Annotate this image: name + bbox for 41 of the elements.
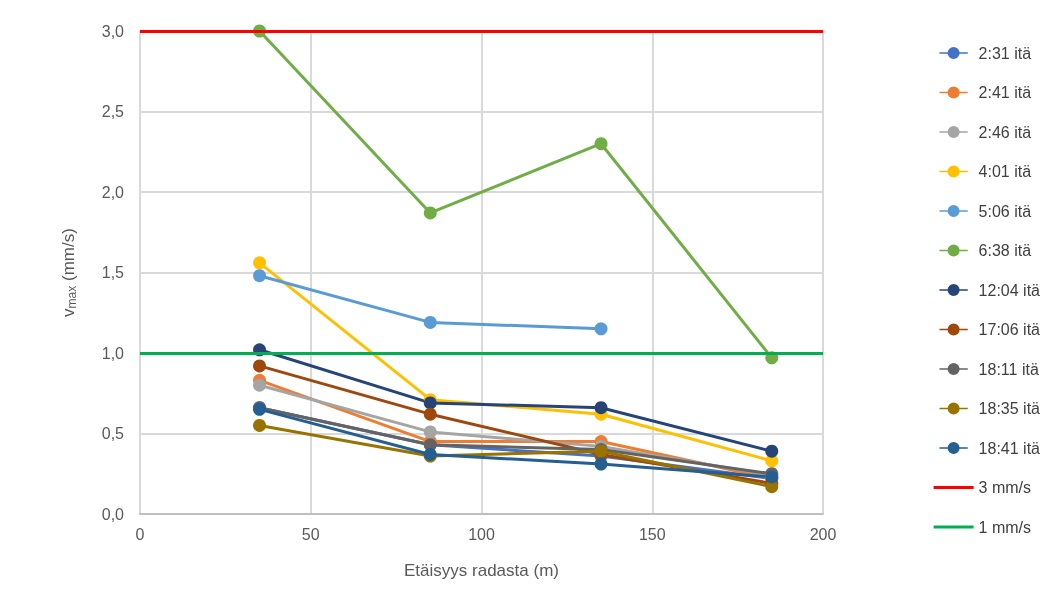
y-tick-label: 1,0 bbox=[101, 344, 125, 362]
point bbox=[594, 322, 608, 336]
point bbox=[253, 378, 267, 392]
x-tick-label: 200 bbox=[809, 525, 837, 543]
legend-label: 3 mm/s bbox=[978, 479, 1032, 496]
y-tick-label: 1,5 bbox=[101, 264, 125, 281]
legend-label: 17:06 itä bbox=[978, 321, 1041, 338]
point bbox=[253, 418, 267, 432]
x-axis-title: Etäisyys radasta (m) bbox=[404, 561, 559, 580]
point bbox=[594, 457, 608, 471]
legend-label: 18:41 itä bbox=[978, 439, 1041, 457]
legend-label: 1 mm/s bbox=[978, 518, 1032, 536]
point bbox=[423, 206, 437, 220]
legend-label: 12:04 itä bbox=[978, 281, 1041, 299]
point bbox=[423, 315, 437, 329]
y-tick-label: 0,5 bbox=[101, 425, 125, 442]
x-tick-label: 150 bbox=[638, 525, 666, 543]
y-tick-label: 2,0 bbox=[101, 183, 125, 201]
point bbox=[765, 444, 779, 458]
y-tick-label: 3,0 bbox=[101, 22, 125, 40]
legend-label: 18:35 itä bbox=[978, 400, 1041, 417]
y-tick-label: 2,5 bbox=[101, 103, 125, 120]
legend-label: 2:31 itä bbox=[978, 44, 1032, 62]
x-tick-label: 50 bbox=[301, 525, 320, 543]
legend-label: 5:06 itä bbox=[978, 202, 1032, 220]
point bbox=[423, 425, 437, 439]
point bbox=[253, 359, 267, 373]
point bbox=[594, 401, 608, 415]
point bbox=[423, 407, 437, 421]
point bbox=[253, 269, 267, 283]
x-tick-label: 100 bbox=[468, 525, 495, 543]
legend-label: 4:01 itä bbox=[978, 163, 1032, 180]
x-tick-label: 0 bbox=[135, 525, 145, 543]
y-tick-label: 0,0 bbox=[101, 505, 125, 523]
point bbox=[594, 137, 608, 151]
legend-label: 6:38 itä bbox=[978, 242, 1032, 259]
point bbox=[253, 256, 267, 270]
legend-label: 18:11 itä bbox=[978, 360, 1039, 378]
y-axis-title: vmax (mm/s) bbox=[58, 228, 79, 317]
legend-label: 2:46 itä bbox=[978, 123, 1032, 141]
legend-label: 2:41 itä bbox=[978, 84, 1032, 101]
